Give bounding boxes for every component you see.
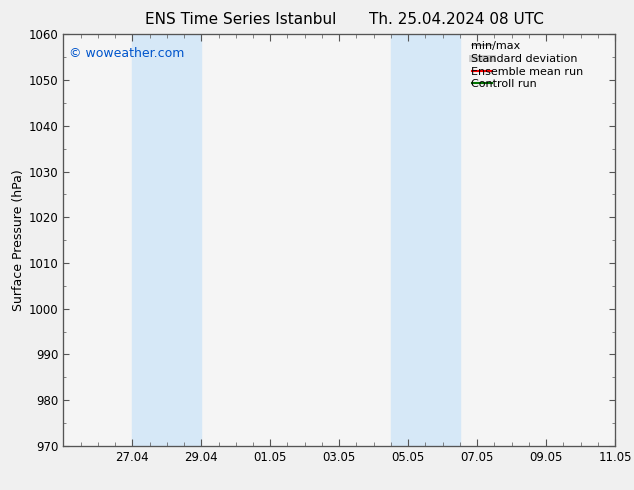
Bar	[133, 34, 202, 446]
Bar	[391, 34, 460, 446]
Legend: min/max, Standard deviation, Ensemble mean run, Controll run: min/max, Standard deviation, Ensemble me…	[467, 37, 612, 94]
Text: Th. 25.04.2024 08 UTC: Th. 25.04.2024 08 UTC	[369, 12, 544, 27]
Y-axis label: Surface Pressure (hPa): Surface Pressure (hPa)	[11, 169, 25, 311]
Text: ENS Time Series Istanbul: ENS Time Series Istanbul	[145, 12, 337, 27]
Text: © woweather.com: © woweather.com	[69, 47, 184, 60]
